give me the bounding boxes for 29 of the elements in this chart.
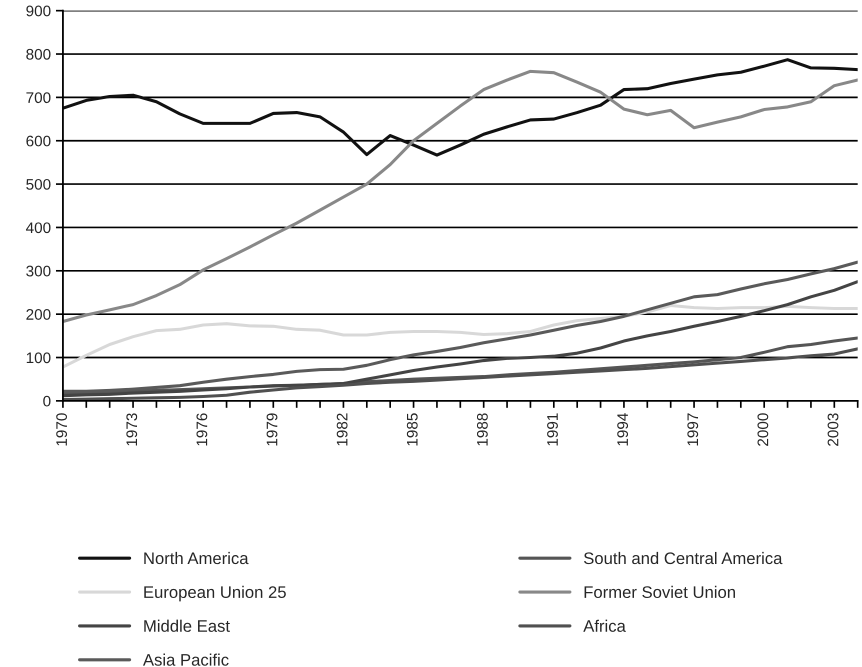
y-tick-label: 300 xyxy=(26,266,51,276)
y-tick-label: 100 xyxy=(26,352,51,364)
y-tick-label: 700 xyxy=(26,92,51,104)
x-tick-label: 2003 xyxy=(828,413,838,446)
x-tick-label: 1979 xyxy=(266,413,278,446)
legend-label: North America xyxy=(144,552,249,564)
legend-label: Former Soviet Union xyxy=(584,586,735,598)
x-tick-label: 1976 xyxy=(196,413,208,446)
x-tick-label: 1973 xyxy=(126,413,138,446)
legend-label: Middle East xyxy=(144,620,230,632)
legend-label: South and Central America xyxy=(584,552,782,564)
y-tick-label: 500 xyxy=(26,178,51,190)
y-tick-label: 200 xyxy=(26,309,51,320)
x-tick-label: 1970 xyxy=(56,413,68,446)
legend-label: Africa xyxy=(583,620,626,632)
x-tick-label: 2000 xyxy=(757,413,768,446)
x-tick-label: 1997 xyxy=(687,413,698,446)
y-tick-label: 900 xyxy=(26,6,51,16)
x-tick-label: 1985 xyxy=(406,413,418,446)
legend-label: European Union 25 xyxy=(144,586,286,602)
x-tick-label: 1994 xyxy=(617,413,628,446)
y-tick-label: 600 xyxy=(26,136,51,146)
x-tick-label: 1982 xyxy=(336,413,348,446)
y-tick-label: 0 xyxy=(43,396,51,407)
y-tick-label: 800 xyxy=(26,48,51,60)
x-tick-label: 1991 xyxy=(547,413,558,446)
legend-label: Asia Pacific xyxy=(142,654,229,666)
y-tick-label: 400 xyxy=(26,222,51,234)
x-tick-label: 1988 xyxy=(476,413,488,446)
